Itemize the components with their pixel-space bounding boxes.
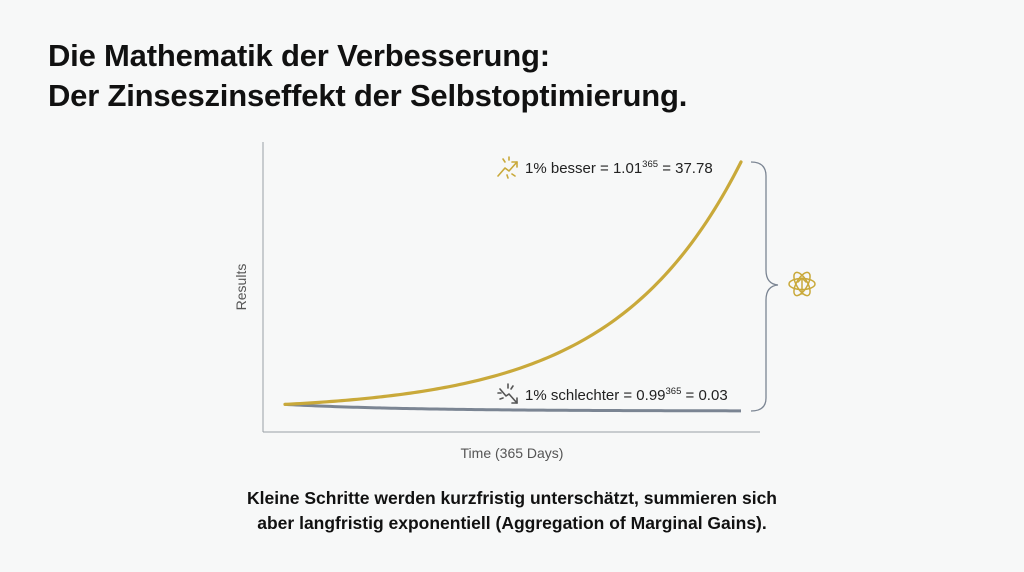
exponent-better: 365 [642, 159, 658, 170]
trending-up-sparkle-icon [497, 156, 518, 179]
atom-arrow-up-icon [788, 271, 816, 297]
series-label-worse: 1% schlechter = 0.99365 = 0.03 [525, 386, 728, 404]
series-line-worse [284, 402, 741, 413]
caption: Kleine Schritte werden kurzfristig unter… [0, 486, 1024, 536]
caption-line-1: Kleine Schritte werden kurzfristig unter… [247, 488, 777, 508]
x-axis-label: Time (365 Days) [461, 445, 564, 461]
caption-line-2: aber langfristig exponentiell (Aggregati… [257, 513, 767, 533]
trending-down-sparkle-icon [497, 383, 518, 404]
title-line-2: Der Zinseszinseffekt der Selbstoptimieru… [48, 78, 688, 113]
title-line-1: Die Mathematik der Verbesserung: [48, 38, 550, 73]
series-line-better [283, 160, 743, 407]
y-axis-label: Results [233, 264, 249, 311]
curly-brace-icon [750, 161, 779, 412]
exponent-worse: 365 [666, 386, 682, 397]
series-label-better: 1% besser = 1.01365 = 37.78 [525, 159, 713, 177]
page-title: Die Mathematik der Verbesserung: Der Zin… [48, 36, 687, 116]
